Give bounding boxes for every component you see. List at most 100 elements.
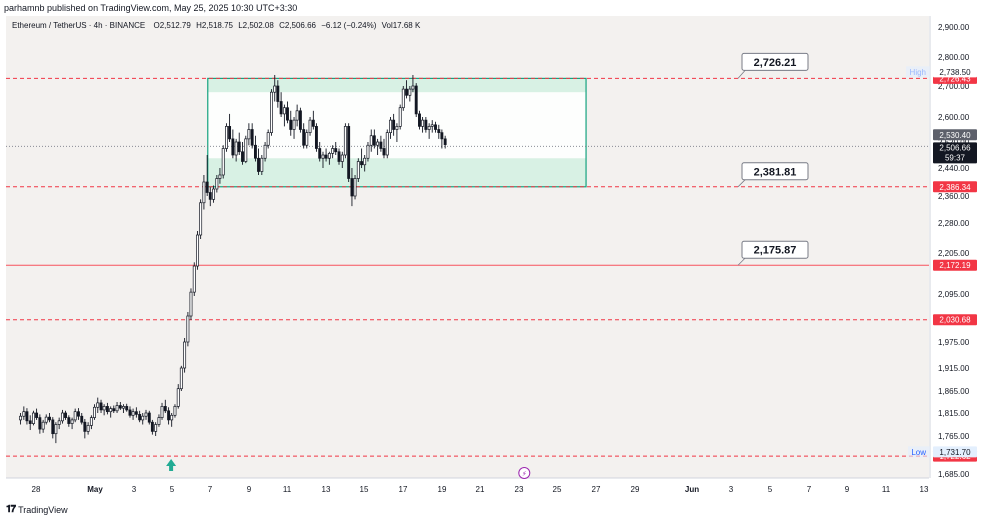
low-label-bg <box>908 446 930 458</box>
candle-body <box>60 412 64 422</box>
candle-body <box>282 107 286 115</box>
candle-body <box>183 341 187 369</box>
candle-body <box>347 126 351 179</box>
tradingview-logo[interactable]: 𝟏𝟕 TradingView <box>6 504 68 515</box>
candle-body <box>343 126 347 156</box>
countdown-tag: 59:37 <box>945 153 966 162</box>
price-tick-label: 2,280.00 <box>938 219 970 228</box>
time-tick-label: 19 <box>438 485 447 494</box>
chart-area[interactable]: 2,726.21 2,381.81 2,175.87 ⚡ 2,900.00 2,800.0… <box>6 16 980 500</box>
candle-body <box>263 144 267 159</box>
time-tick-label: 3 <box>132 485 137 494</box>
candle-body <box>57 420 61 425</box>
legend-volume: Vol17.68 K <box>381 21 421 30</box>
time-tick-label: 21 <box>476 485 485 494</box>
candle-body <box>77 411 80 417</box>
candle-body <box>398 107 402 127</box>
candle-body <box>99 402 103 411</box>
current-price-tag: 2,506.66 <box>939 143 971 152</box>
time-tick-label: 15 <box>360 485 369 494</box>
legend-open: O2,512.79 <box>153 21 191 30</box>
time-tick-label: 3 <box>729 485 734 494</box>
candle-body <box>308 119 312 133</box>
price-tick-label: 2,440.00 <box>938 164 970 173</box>
candle-body <box>234 141 238 156</box>
lightning-glyph-icon: ⚡ <box>522 470 527 478</box>
time-tick-label: 17 <box>399 485 408 494</box>
candle-body <box>405 88 409 96</box>
symbol-legend: Ethereum / TetherUS · 4h · BINANCE O2,51… <box>12 21 420 30</box>
price-axis-background <box>930 16 980 500</box>
price-tick-label: 2,900.00 <box>938 23 970 32</box>
candle-body <box>163 406 167 412</box>
candle-body <box>109 408 113 413</box>
candle-body <box>202 181 206 204</box>
candle-body <box>279 101 283 115</box>
time-tick-label: 13 <box>920 485 929 494</box>
candle-body <box>160 406 164 418</box>
candle-body <box>186 315 190 343</box>
callout-box <box>741 162 809 181</box>
candle-body <box>22 411 26 417</box>
candle-body <box>241 151 244 162</box>
candle-body <box>430 124 434 127</box>
candle-body <box>379 141 383 149</box>
header-bar: parhamnb published on TradingView.com, M… <box>0 0 984 16</box>
candle-body <box>41 421 45 430</box>
candle-body <box>437 129 441 133</box>
time-axis-background <box>6 478 929 500</box>
high-label-bg <box>906 66 930 78</box>
candle-body <box>25 411 29 422</box>
candle-body <box>356 161 360 179</box>
candle-body <box>314 126 318 149</box>
price-tick-label: 2,095.00 <box>938 290 970 299</box>
buy-arrow-icon <box>166 459 177 471</box>
candle-body <box>318 148 322 159</box>
candle-body <box>138 414 142 421</box>
candle-body <box>125 406 129 411</box>
candle-body <box>154 424 158 432</box>
candle-body <box>257 157 260 172</box>
callout-label: 2,175.87 <box>754 245 797 257</box>
candle-body <box>102 406 106 411</box>
candle-body <box>337 151 341 162</box>
price-tick-label: 1,915.00 <box>938 364 970 373</box>
candle-body <box>170 414 174 421</box>
candle-body <box>321 154 325 159</box>
candle-body <box>286 107 289 121</box>
prev-close-tag-bg <box>933 129 977 141</box>
time-tick-label: 13 <box>322 485 331 494</box>
candle-body <box>93 406 96 418</box>
candle-body <box>67 417 71 424</box>
event-lightning-icon <box>518 467 531 479</box>
candle-body <box>80 415 84 423</box>
time-tick-label: 28 <box>32 485 41 494</box>
candle-body <box>360 161 364 166</box>
price-tick-label: 2,700.00 <box>938 82 970 91</box>
candle-body <box>434 124 437 130</box>
candle-body <box>424 119 428 130</box>
time-tick-label: 27 <box>592 485 601 494</box>
legend-change: −6.12 (−0.24%) <box>321 21 377 30</box>
candle-body <box>260 157 264 172</box>
price-chart[interactable]: 2,726.21 2,381.81 2,175.87 ⚡ 2,900.00 2,800.0… <box>6 16 980 500</box>
candle-body <box>327 153 331 159</box>
candle-body <box>363 157 367 166</box>
candle-body <box>392 119 396 130</box>
candle-body <box>418 113 421 127</box>
level-price-tag: 2,172.19 <box>939 261 971 270</box>
candle-body <box>237 141 241 153</box>
candle-body <box>205 181 209 193</box>
level-price-tag: 2,386.34 <box>939 183 971 192</box>
time-tick-label: 11 <box>283 485 292 494</box>
candle-body <box>440 132 444 140</box>
low-label: Low <box>911 448 926 457</box>
candle-body <box>225 126 228 149</box>
time-tick-label: 7 <box>807 485 812 494</box>
candle-body <box>141 415 145 421</box>
candle-body <box>131 411 135 416</box>
candle-body <box>421 119 425 127</box>
candle-body <box>244 138 248 162</box>
candle-body <box>199 202 203 236</box>
candle-body <box>86 425 90 432</box>
